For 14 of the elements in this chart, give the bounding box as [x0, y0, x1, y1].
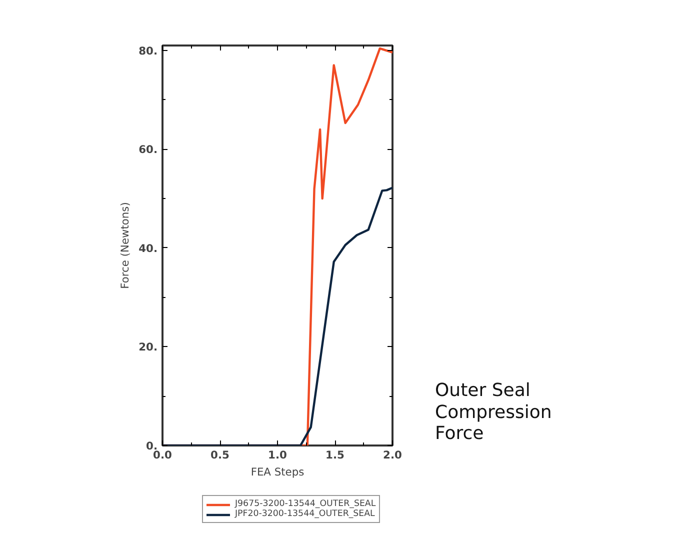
y-axis-title: Force (Newtons): [118, 202, 132, 289]
y-tick-label: 80.: [138, 44, 158, 58]
x-tick-label: 0.5: [210, 448, 230, 462]
x-tick-label: 1.0: [268, 448, 287, 462]
legend-label: JPF20-3200-13544_OUTER_SEAL: [235, 509, 375, 519]
y-tick-label: 60.: [138, 143, 158, 156]
x-axis-title: FEA Steps: [250, 466, 305, 478]
text: Outer Seal Compression Force: [435, 380, 552, 445]
x-tick-label: 0.0: [153, 448, 172, 462]
x-tick-label: 2.0: [383, 448, 402, 462]
legend-label: J9675-3200-13544_OUTER_SEAL: [235, 499, 376, 509]
x-tick-label: 1.5: [326, 448, 344, 462]
y-tick-label: 40.: [138, 242, 158, 255]
y-tick-label: 20.: [138, 340, 158, 354]
